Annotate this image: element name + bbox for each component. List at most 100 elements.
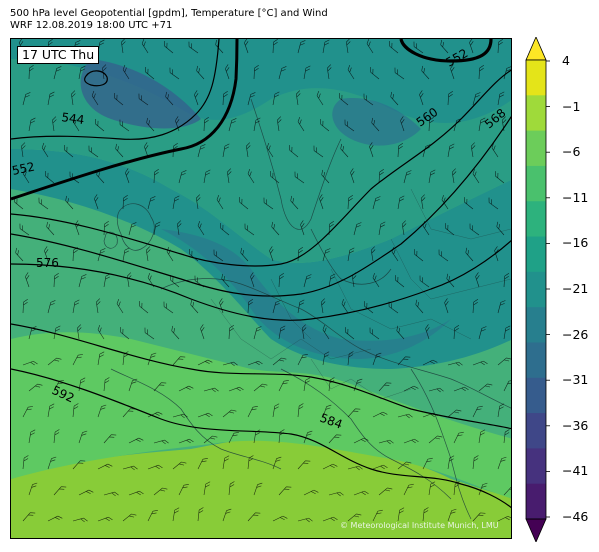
wind-barb (319, 194, 324, 210)
wind-barb (78, 430, 88, 444)
wind-barb (372, 411, 388, 418)
wind-barb (478, 429, 486, 444)
wind-barb (497, 91, 505, 106)
wind-barb (128, 490, 144, 496)
wind-barb (47, 403, 55, 418)
wind-barb (197, 144, 206, 158)
wind-barb (22, 406, 34, 418)
wind-barb (341, 299, 349, 314)
wind-barb (503, 379, 511, 392)
wind-barb (297, 517, 313, 523)
wind-barb (353, 222, 362, 236)
wind-barb (297, 460, 311, 470)
wind-barb (353, 437, 369, 444)
wind-barb (378, 487, 393, 496)
wind-barb (495, 171, 505, 184)
wind-barb (97, 463, 113, 470)
wind-barb (15, 247, 24, 262)
wind-barb (469, 223, 480, 236)
wind-barb (496, 221, 505, 236)
wind-barb (227, 168, 232, 184)
wind-barb (219, 298, 224, 314)
wind-barb (53, 66, 62, 80)
wind-barb (339, 93, 349, 106)
weather-map: 544 552 552 560 568 576 584 592 (10, 38, 512, 539)
wind-barb (121, 39, 126, 54)
wind-barb (94, 194, 99, 210)
colorbar-band (526, 448, 546, 485)
wind-barb (372, 352, 382, 366)
geopotential-contours (11, 39, 511, 509)
wind-barb (303, 489, 319, 496)
colorbar-tick-label: −21 (562, 281, 589, 296)
colorbar-band (526, 95, 546, 132)
colorbar-band (526, 201, 546, 238)
wind-barb (139, 301, 149, 314)
contour-544 (11, 39, 220, 140)
wind-barb (422, 359, 438, 366)
colorbar-band (526, 483, 546, 520)
colorbar-tick-label: 4 (562, 53, 570, 68)
wind-barb (366, 39, 374, 54)
colorbar-tick-label: −31 (562, 372, 589, 388)
colorbar-band (526, 342, 546, 379)
wind-barb (470, 142, 476, 158)
wind-barb (501, 116, 507, 132)
wind-barb (303, 65, 311, 80)
wind-barb (438, 249, 449, 262)
wind-barb (503, 273, 510, 288)
contour-552 (11, 39, 239, 201)
wind-barb (428, 387, 444, 393)
colorbar-band (526, 165, 546, 202)
wind-barb (422, 457, 433, 470)
wind-barb (153, 439, 169, 445)
wind-barb (46, 221, 55, 236)
wind-barb (122, 465, 138, 471)
wind-barb (503, 429, 510, 444)
wind-barb (390, 91, 399, 106)
wind-barb (347, 351, 354, 366)
wind-barb (503, 486, 511, 496)
wind-barb (450, 64, 455, 80)
wind-barb (472, 455, 479, 470)
wind-barb (397, 461, 412, 470)
wind-barb (141, 39, 149, 54)
wind-barb (96, 298, 101, 314)
colorbar-tick-label: −6 (562, 144, 581, 160)
wind-barb (247, 168, 255, 184)
wind-barb (453, 386, 469, 392)
contour-592 (11, 368, 511, 509)
valid-time-label: 17 UTC Thu (17, 46, 100, 64)
wind-barb (394, 67, 405, 80)
wind-barb (247, 92, 256, 106)
contour-584 (11, 323, 511, 430)
wind-barb (163, 301, 174, 314)
wind-barb (497, 515, 511, 522)
wind-barb (246, 142, 251, 158)
wind-barb (103, 491, 119, 497)
wind-barb (200, 324, 205, 340)
wind-barb (403, 438, 419, 444)
wind-barb (301, 324, 307, 340)
wind-barb (28, 383, 43, 392)
wind-barb (370, 67, 380, 80)
wind-barb (472, 360, 488, 366)
wind-barb (503, 325, 511, 340)
wind-barb (97, 248, 106, 262)
wind-barb (225, 64, 230, 80)
coastlines (103, 98, 511, 520)
warm-area-south (11, 437, 511, 538)
wind-barb (196, 65, 205, 80)
wind-barb (247, 512, 261, 522)
wind-barb (413, 41, 424, 54)
colorbar-band (526, 413, 546, 449)
wind-barb (22, 168, 30, 184)
wind-barb (203, 387, 219, 393)
wind-barb (190, 299, 199, 314)
wind-barb (322, 404, 332, 418)
wind-barb (72, 460, 86, 470)
wind-barb (53, 429, 60, 444)
wind-barb (475, 272, 480, 288)
wind-barb (447, 91, 453, 106)
wind-barb (153, 221, 161, 236)
